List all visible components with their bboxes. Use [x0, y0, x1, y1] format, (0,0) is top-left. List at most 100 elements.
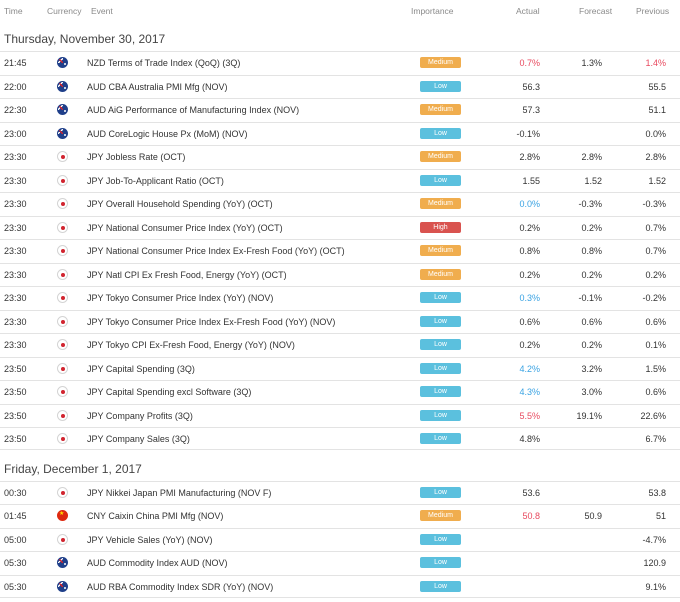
- event-row[interactable]: 23:30 JPY Jobless Rate (OCT) Medium 2.8% 2.8…: [0, 145, 680, 168]
- actual-value: 5.5%: [519, 411, 540, 421]
- forecast-value: 0.2%: [581, 223, 602, 233]
- event-row[interactable]: 23:00 AUD CoreLogic House Px (MoM) (NOV) L…: [0, 122, 680, 145]
- event-row[interactable]: 05:00 JPY Vehicle Sales (YoY) (NOV) Low -4.…: [0, 528, 680, 551]
- event-row[interactable]: 23:50 JPY Company Sales (3Q) Low 4.8% 6.7%: [0, 427, 680, 450]
- event-row[interactable]: 23:30 JPY National Consumer Price Index E…: [0, 239, 680, 262]
- event-row[interactable]: 23:30 JPY Tokyo Consumer Price Index (YoY…: [0, 286, 680, 309]
- column-header-previous[interactable]: Previous: [636, 6, 670, 16]
- japan-flag-icon: [57, 433, 68, 444]
- previous-value: 22.6%: [640, 411, 666, 421]
- event-name[interactable]: JPY Tokyo Consumer Price Index (YoY) (NO…: [87, 293, 274, 303]
- event-time: 23:30: [4, 293, 27, 303]
- japan-flag-icon: [57, 151, 68, 162]
- event-name[interactable]: CNY Caixin China PMI Mfg (NOV): [87, 511, 224, 521]
- previous-value: 2.8%: [645, 152, 666, 162]
- event-row[interactable]: 22:00 AUD CBA Australia PMI Mfg (NOV) Low 5…: [0, 75, 680, 98]
- event-name[interactable]: JPY Job-To-Applicant Ratio (OCT): [87, 176, 224, 186]
- event-name[interactable]: JPY Capital Spending (3Q): [87, 364, 195, 374]
- importance-badge: Low: [420, 410, 461, 421]
- previous-value: 0.7%: [645, 246, 666, 256]
- event-name[interactable]: JPY Natl CPI Ex Fresh Food, Energy (YoY)…: [87, 270, 287, 280]
- event-name[interactable]: JPY Overall Household Spending (YoY) (OC…: [87, 199, 273, 209]
- event-time: 23:00: [4, 129, 27, 139]
- event-row[interactable]: 05:30 AUD Commodity Index AUD (NOV) Low 120…: [0, 551, 680, 574]
- actual-value: 1.55: [522, 176, 540, 186]
- actual-value: 50.8: [522, 511, 540, 521]
- column-header-actual[interactable]: Actual: [516, 6, 540, 16]
- event-name[interactable]: JPY Capital Spending excl Software (3Q): [87, 387, 252, 397]
- event-row[interactable]: 23:30 JPY Overall Household Spending (YoY…: [0, 192, 680, 215]
- event-row[interactable]: 00:30 JPY Nikkei Japan PMI Manufacturing …: [0, 481, 680, 504]
- japan-flag-icon: [57, 339, 68, 350]
- actual-value: 56.3: [522, 82, 540, 92]
- event-name[interactable]: AUD AiG Performance of Manufacturing Ind…: [87, 105, 300, 115]
- event-time: 05:30: [4, 582, 27, 592]
- event-row[interactable]: 01:45 CNY Caixin China PMI Mfg (NOV) Mediu…: [0, 504, 680, 527]
- previous-value: -0.2%: [642, 293, 666, 303]
- column-header-currency[interactable]: Currency: [47, 6, 82, 16]
- event-time: 23:30: [4, 317, 27, 327]
- actual-value: 0.2%: [519, 270, 540, 280]
- column-header-forecast[interactable]: Forecast: [579, 6, 613, 16]
- importance-badge: High: [420, 222, 461, 233]
- event-row[interactable]: 21:45 NZD Terms of Trade Index (QoQ) (3Q)…: [0, 51, 680, 74]
- event-time: 01:45: [4, 511, 27, 521]
- event-time: 23:30: [4, 340, 27, 350]
- importance-badge: Low: [420, 175, 461, 186]
- event-name[interactable]: JPY Nikkei Japan PMI Manufacturing (NOV …: [87, 488, 272, 498]
- event-name[interactable]: JPY Tokyo Consumer Price Index Ex-Fresh …: [87, 317, 336, 327]
- event-row[interactable]: 23:30 JPY Job-To-Applicant Ratio (OCT) Low…: [0, 169, 680, 192]
- event-name[interactable]: JPY Jobless Rate (OCT): [87, 152, 186, 162]
- day-heading-label: Friday, December 1, 2017: [4, 461, 142, 476]
- actual-value: 4.3%: [519, 387, 540, 397]
- importance-badge: Medium: [420, 198, 461, 209]
- event-name[interactable]: JPY Vehicle Sales (YoY) (NOV): [87, 535, 213, 545]
- event-row[interactable]: 23:50 JPY Capital Spending (3Q) Low 4.2% 3.2…: [0, 357, 680, 380]
- event-row[interactable]: 05:30 AUD RBA Commodity Index SDR (YoY) (…: [0, 575, 680, 598]
- event-time: 23:30: [4, 152, 27, 162]
- event-name[interactable]: NZD Terms of Trade Index (QoQ) (3Q): [87, 58, 241, 68]
- event-row[interactable]: 23:30 JPY Tokyo Consumer Price Index Ex-F…: [0, 310, 680, 333]
- event-row[interactable]: 23:30 JPY National Consumer Price Index (…: [0, 216, 680, 239]
- japan-flag-icon: [57, 198, 68, 209]
- column-header-event[interactable]: Event: [91, 6, 113, 16]
- event-name[interactable]: JPY Company Profits (3Q): [87, 411, 193, 421]
- event-name[interactable]: JPY Tokyo CPI Ex-Fresh Food, Energy (YoY…: [87, 340, 295, 350]
- australia-flag-icon: [57, 81, 68, 92]
- importance-badge: Low: [420, 363, 461, 374]
- japan-flag-icon: [57, 363, 68, 374]
- table-header: Time Currency Event Importance Actual Fo…: [0, 0, 680, 20]
- event-name[interactable]: AUD CBA Australia PMI Mfg (NOV): [87, 82, 228, 92]
- event-row[interactable]: 23:30 JPY Natl CPI Ex Fresh Food, Energy …: [0, 263, 680, 286]
- forecast-value: 0.2%: [581, 340, 602, 350]
- event-row[interactable]: 23:50 JPY Capital Spending excl Software …: [0, 380, 680, 403]
- event-row[interactable]: 23:50 JPY Company Profits (3Q) Low 5.5% 19.1…: [0, 404, 680, 427]
- event-name[interactable]: JPY National Consumer Price Index (YoY) …: [87, 223, 283, 233]
- australia-flag-icon: [57, 581, 68, 592]
- event-name[interactable]: AUD Commodity Index AUD (NOV): [87, 558, 228, 568]
- event-name[interactable]: JPY Company Sales (3Q): [87, 434, 190, 444]
- event-time: 22:00: [4, 82, 27, 92]
- importance-badge: Low: [420, 581, 461, 592]
- forecast-value: 1.52: [584, 176, 602, 186]
- event-name[interactable]: JPY National Consumer Price Index Ex-Fre…: [87, 246, 345, 256]
- previous-value: 0.7%: [645, 223, 666, 233]
- event-name[interactable]: AUD RBA Commodity Index SDR (YoY) (NOV): [87, 582, 274, 592]
- column-header-time[interactable]: Time: [4, 6, 23, 16]
- importance-badge: Medium: [420, 104, 461, 115]
- australia-flag-icon: [57, 104, 68, 115]
- column-header-importance[interactable]: Importance: [411, 6, 454, 16]
- forecast-value: 2.8%: [581, 152, 602, 162]
- actual-value: 4.8%: [519, 434, 540, 444]
- event-row[interactable]: 23:30 JPY Tokyo CPI Ex-Fresh Food, Energy…: [0, 333, 680, 356]
- previous-value: 1.4%: [645, 58, 666, 68]
- event-name[interactable]: AUD CoreLogic House Px (MoM) (NOV): [87, 129, 248, 139]
- day-heading: Thursday, November 30, 2017: [0, 25, 680, 49]
- event-time: 23:50: [4, 411, 27, 421]
- event-time: 23:30: [4, 270, 27, 280]
- importance-badge: Medium: [420, 151, 461, 162]
- importance-badge: Low: [420, 316, 461, 327]
- event-time: 05:30: [4, 558, 27, 568]
- event-time: 23:30: [4, 176, 27, 186]
- event-row[interactable]: 22:30 AUD AiG Performance of Manufacturin…: [0, 98, 680, 121]
